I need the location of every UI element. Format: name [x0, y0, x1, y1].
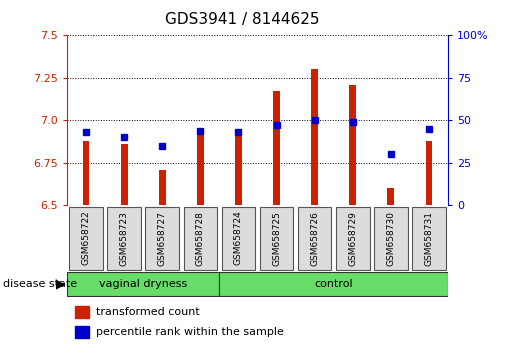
Text: GDS3941 / 8144625: GDS3941 / 8144625: [165, 12, 319, 27]
Bar: [197, 132, 204, 205]
FancyBboxPatch shape: [69, 207, 103, 269]
FancyBboxPatch shape: [107, 207, 141, 269]
FancyBboxPatch shape: [374, 207, 408, 269]
Text: disease state: disease state: [3, 279, 77, 289]
FancyBboxPatch shape: [67, 272, 219, 296]
FancyBboxPatch shape: [336, 207, 370, 269]
FancyBboxPatch shape: [298, 207, 332, 269]
Bar: [387, 188, 394, 205]
Text: GSM658729: GSM658729: [348, 211, 357, 266]
FancyBboxPatch shape: [145, 207, 179, 269]
Bar: [425, 141, 433, 205]
Text: GSM658723: GSM658723: [119, 211, 129, 266]
Bar: [75, 326, 89, 338]
Text: GSM658728: GSM658728: [196, 211, 205, 266]
Text: GSM658722: GSM658722: [81, 211, 91, 266]
Bar: [349, 85, 356, 205]
Text: GSM658731: GSM658731: [424, 211, 434, 266]
Bar: [121, 144, 128, 205]
FancyBboxPatch shape: [412, 207, 446, 269]
Text: percentile rank within the sample: percentile rank within the sample: [96, 327, 283, 337]
Bar: [273, 91, 280, 205]
Text: GSM658727: GSM658727: [158, 211, 167, 266]
FancyBboxPatch shape: [219, 272, 448, 296]
Text: ▶: ▶: [56, 278, 65, 291]
Text: transformed count: transformed count: [96, 307, 199, 317]
Bar: [311, 69, 318, 205]
Text: GSM658725: GSM658725: [272, 211, 281, 266]
Text: GSM658726: GSM658726: [310, 211, 319, 266]
Text: vaginal dryness: vaginal dryness: [99, 279, 187, 289]
Bar: [75, 306, 89, 318]
Text: GSM658730: GSM658730: [386, 211, 396, 266]
FancyBboxPatch shape: [183, 207, 217, 269]
Text: GSM658724: GSM658724: [234, 211, 243, 266]
Bar: [235, 136, 242, 205]
FancyBboxPatch shape: [260, 207, 294, 269]
FancyBboxPatch shape: [221, 207, 255, 269]
Bar: [159, 170, 166, 205]
Text: control: control: [314, 279, 353, 289]
Bar: [82, 141, 90, 205]
